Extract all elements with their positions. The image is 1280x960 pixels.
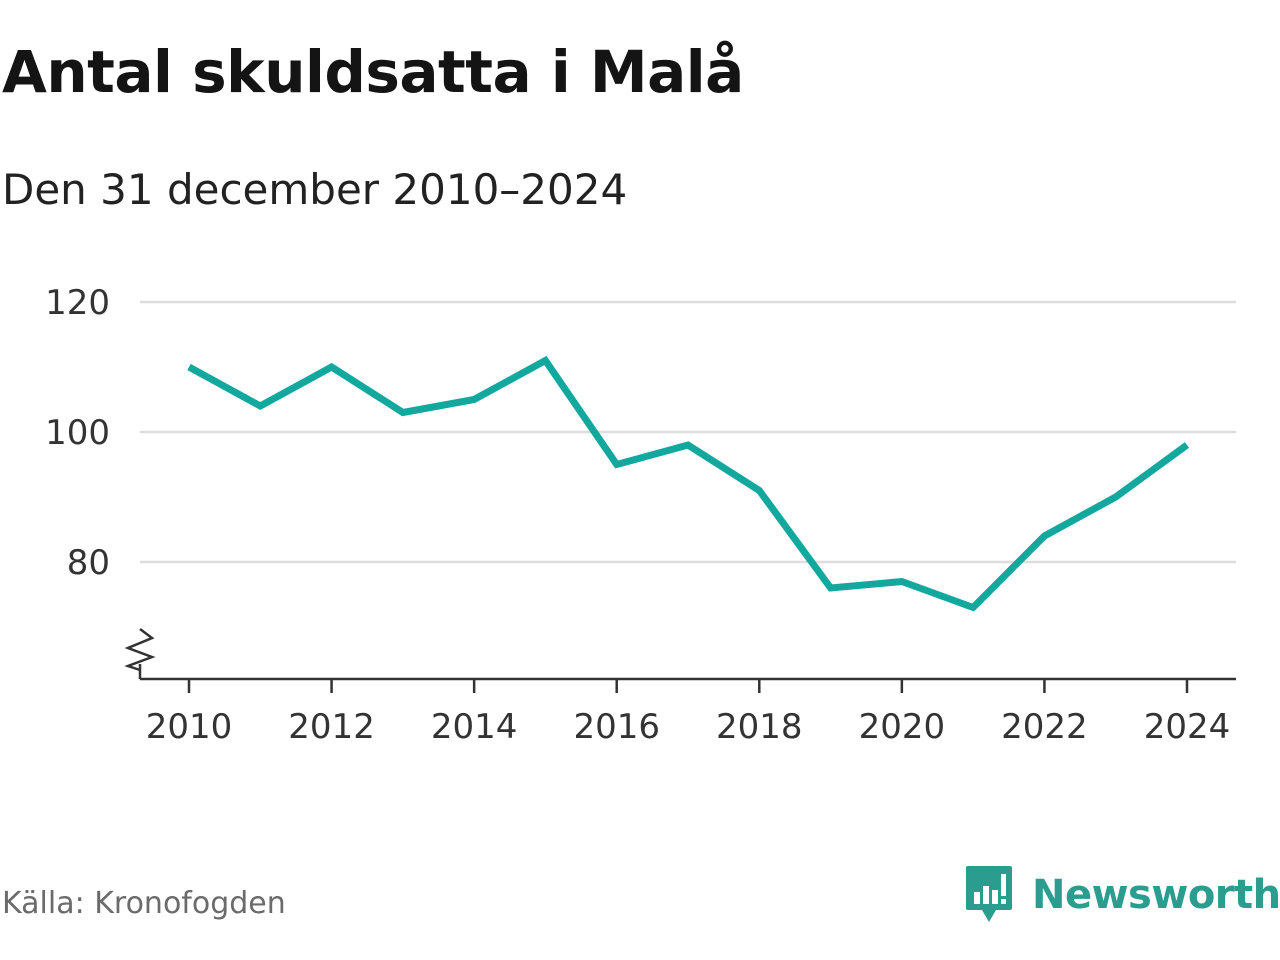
y-tick-label-100: 100 (45, 413, 110, 453)
x-tick-label-2024: 2024 (1144, 707, 1231, 747)
newsworthy-logo: Newsworthy (964, 864, 1280, 926)
source-note: Källa: Kronofogden (2, 886, 286, 921)
series-line-0 (187, 355, 1190, 612)
brand-name: Newsworthy (1032, 872, 1280, 918)
newsworthy-logo-icon (966, 866, 1012, 922)
chart-subtitle: Den 31 december 2010–2024 (2, 165, 628, 214)
x-tick-label-2014: 2014 (431, 707, 518, 747)
x-tick-labels: 2010 2012 2014 2016 2018 2020 2022 2024 (146, 707, 1231, 747)
x-tick-label-2020: 2020 (859, 707, 946, 747)
x-tick-label-2010: 2010 (146, 707, 233, 747)
gridlines (140, 300, 1236, 564)
y-tick-label-80: 80 (67, 543, 110, 583)
x-axis (124, 628, 1236, 693)
y-tick-labels: 80 100 120 (45, 283, 110, 583)
series-layer (187, 355, 1190, 612)
x-tick-label-2012: 2012 (288, 707, 375, 747)
chart-title: Antal skuldsatta i Malå (2, 38, 744, 106)
y-tick-label-120: 120 (45, 283, 110, 323)
y-axis-break (124, 628, 156, 672)
x-tick-label-2022: 2022 (1001, 707, 1088, 747)
x-tick-label-2016: 2016 (573, 707, 660, 747)
x-tick-label-2018: 2018 (716, 707, 803, 747)
